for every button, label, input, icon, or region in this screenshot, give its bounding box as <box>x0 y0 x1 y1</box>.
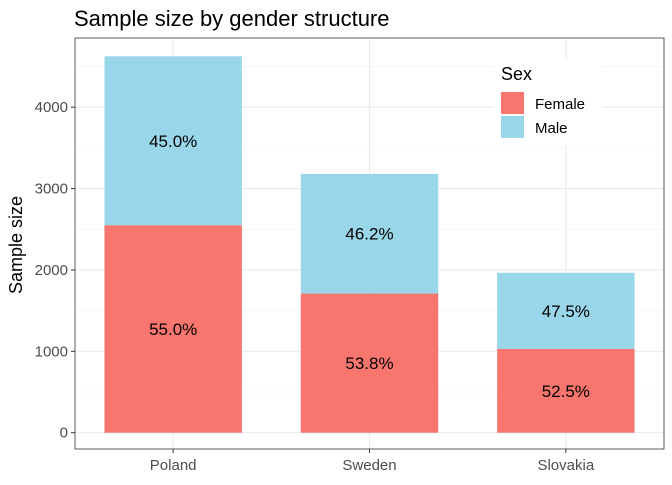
bar-male-slovakia <box>497 272 635 349</box>
y-tick-label: 1000 <box>35 343 68 360</box>
x-tick-label: Sweden <box>342 457 396 474</box>
y-tick-label: 3000 <box>35 181 68 198</box>
bar-female-poland <box>104 225 242 433</box>
bar-male-sweden <box>300 173 439 294</box>
legend-title: Sex <box>501 64 532 84</box>
legend-label-female: Female <box>535 96 585 113</box>
data-label-female: 55.0% <box>149 320 197 339</box>
data-label-male: 45.0% <box>149 132 197 151</box>
bar-female-sweden <box>300 293 439 433</box>
y-tick-label: 2000 <box>35 262 68 279</box>
x-tick-label: Slovakia <box>537 457 594 474</box>
chart-title: Sample size by gender structure <box>74 6 390 31</box>
legend: Sex Female Male <box>494 59 602 145</box>
y-tick-label: 4000 <box>35 99 68 116</box>
data-label-female: 52.5% <box>542 382 590 401</box>
legend-label-male: Male <box>535 120 568 137</box>
y-tick-label: 0 <box>60 425 68 442</box>
legend-key-female <box>501 92 524 114</box>
bars-layer <box>104 56 635 433</box>
data-label-female: 53.8% <box>345 354 393 373</box>
data-labels-layer: 55.0% 45.0% 53.8% 46.2% 52.5% 47.5% <box>149 132 590 401</box>
x-tick-label: Poland <box>150 457 197 474</box>
data-label-male: 47.5% <box>542 302 590 321</box>
data-label-male: 46.2% <box>345 225 393 244</box>
y-axis-title: Sample size <box>6 196 26 294</box>
legend-key-male <box>501 116 524 138</box>
bar-female-slovakia <box>497 348 635 433</box>
bar-male-poland <box>104 56 242 226</box>
axes-layer: 0 1000 2000 3000 4000 Poland Sweden Slovakia <box>35 37 665 474</box>
